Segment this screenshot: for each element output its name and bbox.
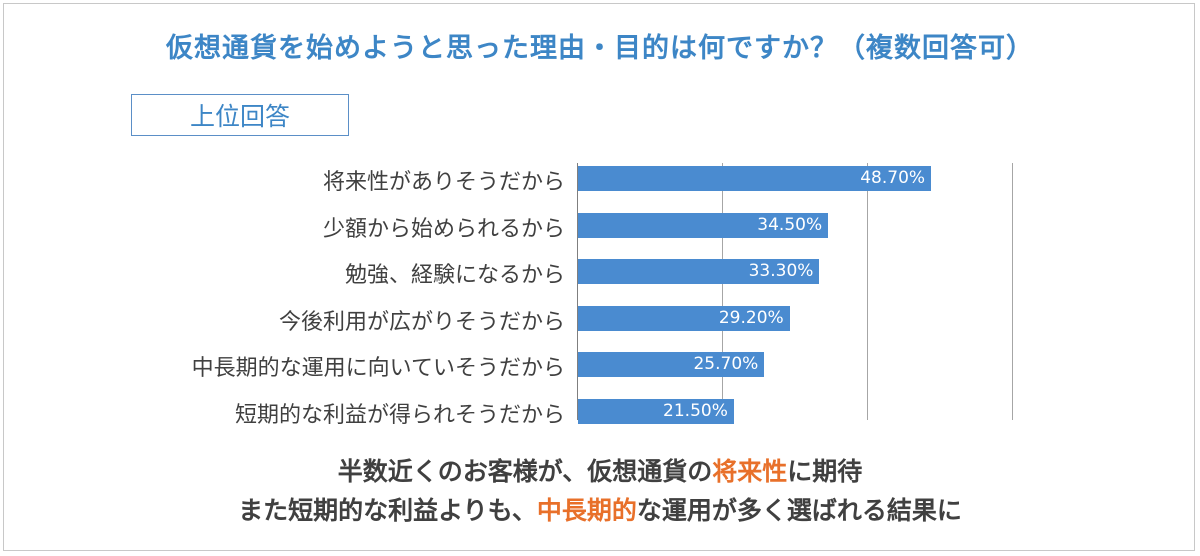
summary-line-1: 半数近くのお客様が、仮想通貨の将来性に期待 xyxy=(0,452,1200,488)
category-label: 少額から始められるから xyxy=(322,216,565,242)
data-label: 25.70% xyxy=(693,354,759,374)
category-label: 勉強、経験になるから xyxy=(344,263,565,288)
category-label: 短期的な利益が得られそうだから xyxy=(234,402,565,428)
category-label: 中長期的な運用に向いていそうだから xyxy=(191,356,565,381)
chart-title: 仮想通貨を始めようと思った理由・目的は何ですか？（複数回答可） xyxy=(166,33,1034,64)
summary-line-1-text-a: 半数近くのお客様が、仮想通貨の xyxy=(337,457,713,486)
bar xyxy=(578,212,829,238)
data-label: 33.30% xyxy=(748,261,814,281)
gridline-20 xyxy=(722,163,723,420)
category-label: 今後利用が広がりそうだから xyxy=(278,309,565,335)
bar xyxy=(578,166,932,191)
summary-line-2-text-b: な運用が多く選ばれる結果に xyxy=(636,496,962,525)
category-axis xyxy=(577,163,578,420)
bar xyxy=(578,259,820,284)
top-answers-badge: 上位回答 xyxy=(131,94,349,136)
bar xyxy=(578,305,790,331)
gridline-40 xyxy=(867,163,868,420)
data-label: 21.50% xyxy=(663,400,728,421)
summary-line-1-text-b: に期待 xyxy=(787,457,863,486)
category-label: 将来性がありそうだから xyxy=(322,170,565,195)
bar xyxy=(578,352,765,377)
data-label: 29.20% xyxy=(718,307,784,328)
summary-line-2-text-a: また短期的な利益よりも、 xyxy=(238,496,537,525)
bar xyxy=(578,398,734,424)
summary-line-2-highlight: 中長期的 xyxy=(536,496,637,525)
summary-line-2: また短期的な利益よりも、中長期的な運用が多く選ばれる結果に xyxy=(0,491,1200,527)
summary-line-1-highlight: 将来性 xyxy=(712,457,788,486)
data-label: 34.50% xyxy=(757,214,823,235)
gridline-60 xyxy=(1012,163,1013,420)
data-label: 48.70% xyxy=(860,168,926,188)
